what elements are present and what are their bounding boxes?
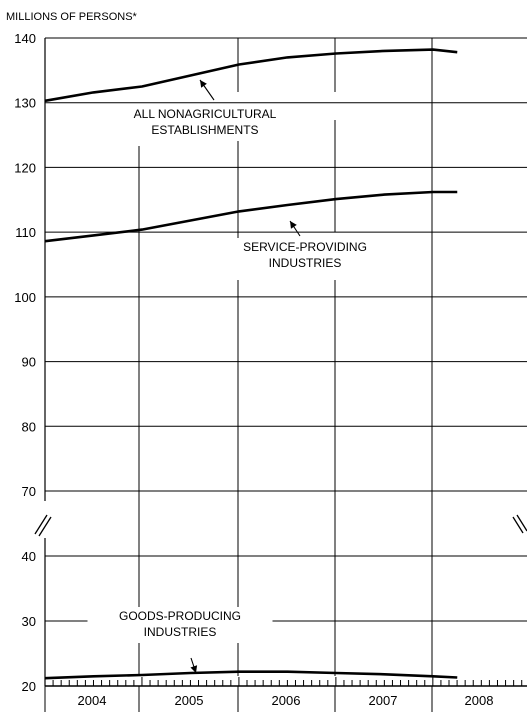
annotation-label: GOODS-PRODUCING — [119, 609, 241, 623]
arrow-head — [190, 665, 198, 673]
series-line-0 — [44, 48, 458, 103]
y-tick-label: 90 — [22, 355, 36, 370]
annotation-label: SERVICE-PROVIDING — [243, 240, 367, 254]
y-tick-label: 70 — [22, 484, 36, 499]
series-lines — [44, 48, 458, 680]
y-tick-label: 20 — [22, 679, 36, 694]
y-tick-label: 100 — [14, 290, 36, 305]
x-tick-label: 2007 — [369, 693, 398, 708]
y-tick-label: 30 — [22, 614, 36, 629]
series-line-1 — [44, 190, 458, 243]
y-tick-label: 110 — [15, 225, 36, 240]
y-tick-label: 40 — [22, 549, 36, 564]
annotations: ALL NONAGRICULTURAL ESTABLISHMENTS SERVICE… — [87, 79, 398, 674]
annotation-label: INDUSTRIES — [144, 625, 217, 639]
axis-break-left — [34, 514, 48, 535]
y-tick-label: 130 — [14, 96, 36, 111]
arrow-head — [290, 221, 297, 229]
x-tick-label: 2004 — [78, 693, 107, 708]
axis-break-left-2 — [38, 516, 52, 537]
y-tick-label: 140 — [14, 31, 36, 46]
annotation-bg — [212, 238, 398, 274]
annotation-label: ESTABLISHMENTS — [151, 123, 258, 137]
x-tick-label: 2006 — [272, 693, 301, 708]
axis-break-right-2 — [512, 516, 524, 534]
annotation-label: INDUSTRIES — [269, 256, 342, 270]
axis-break-right — [516, 514, 527, 532]
arrow-head — [200, 80, 207, 88]
annotation-bg — [112, 105, 298, 141]
x-tick-label: 2008 — [465, 693, 494, 708]
y-tick-label: 120 — [14, 160, 36, 175]
annotation-label: ALL NONAGRICULTURAL — [134, 107, 277, 121]
y-axis-title: MILLIONS OF PERSONS* — [6, 11, 138, 23]
x-tick-label: 2005 — [175, 693, 204, 708]
x-axis: 2004 2005 2006 2007 2008 — [44, 677, 527, 712]
series-line-2 — [44, 670, 458, 680]
annotation-bg — [87, 607, 273, 643]
grid — [34, 37, 527, 687]
y-tick-label: 80 — [22, 419, 36, 434]
y-tick-labels: 140 130 120 110 100 90 80 70 40 30 20 — [14, 31, 36, 694]
